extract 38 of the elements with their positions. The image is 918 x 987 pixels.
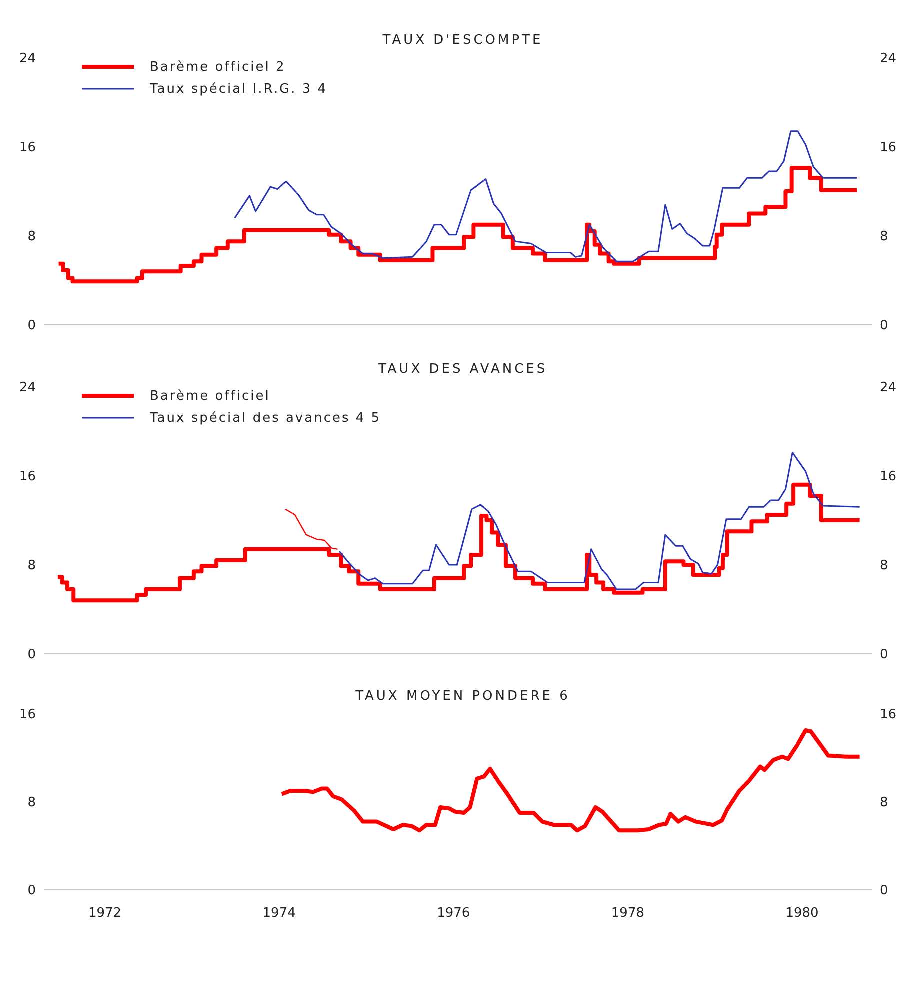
y-tick-label: 8 <box>28 558 36 574</box>
x-tick-label: 1972 <box>88 906 122 922</box>
y2-tick-label: 0 <box>880 318 888 334</box>
chart-title: TAUX MOYEN PONDERE 6 <box>356 689 570 704</box>
y2-tick-label: 0 <box>880 648 888 663</box>
y-tick-label: 0 <box>28 648 36 663</box>
y-tick-label: 8 <box>28 230 36 245</box>
line-series <box>234 130 858 262</box>
y2-tick-label: 8 <box>880 230 888 245</box>
chart-title: TAUX DES AVANCES <box>378 362 548 377</box>
y-tick-label: 16 <box>19 140 36 156</box>
x-tick-label: 1980 <box>786 906 819 922</box>
y2-tick-label: 8 <box>880 796 888 811</box>
chart-title: TAUX D'ESCOMPTE <box>382 33 544 48</box>
legend-label: Barème officiel 2 <box>150 60 286 74</box>
y-tick-label: 24 <box>19 380 36 396</box>
y2-tick-label: 24 <box>880 380 897 396</box>
y-tick-label: 0 <box>28 318 36 334</box>
y-tick-label: 0 <box>28 884 36 899</box>
legend-label: Taux spécial des avances 4 5 <box>150 410 382 426</box>
y2-tick-label: 0 <box>880 884 888 899</box>
x-tick-label: 1976 <box>437 906 470 922</box>
y2-tick-label: 24 <box>880 52 897 67</box>
line-series <box>284 508 338 550</box>
y-tick-label: 24 <box>19 52 36 67</box>
y2-tick-label: 8 <box>880 558 888 574</box>
x-tick-label: 1978 <box>611 906 645 922</box>
line-series <box>280 728 862 833</box>
y-tick-label: 16 <box>19 708 36 723</box>
legend-label: Barème officiel <box>150 388 270 404</box>
y2-tick-label: 16 <box>880 708 897 723</box>
y2-tick-label: 16 <box>880 140 897 156</box>
legend-label: Taux spécial I.R.G. 3 4 <box>150 82 328 96</box>
y-tick-label: 8 <box>28 796 36 811</box>
x-tick-label: 1974 <box>262 906 296 922</box>
y-tick-label: 16 <box>19 470 36 485</box>
line-series <box>338 452 861 590</box>
y2-tick-label: 16 <box>880 470 897 485</box>
